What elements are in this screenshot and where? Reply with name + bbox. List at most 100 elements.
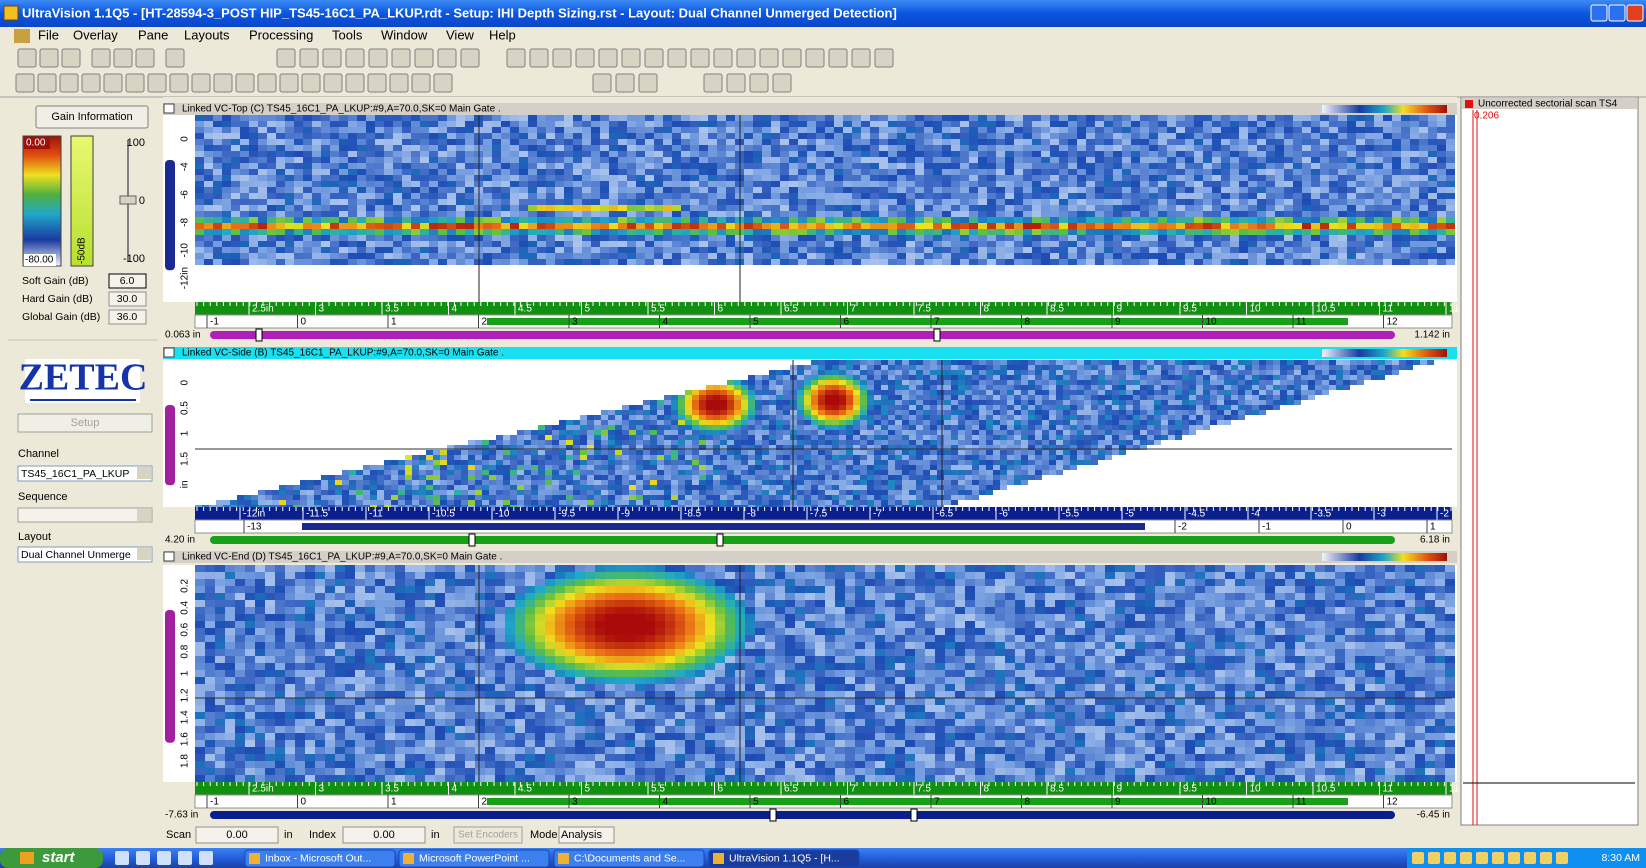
toolbar-button[interactable] <box>214 74 232 92</box>
scan-pixel <box>627 259 636 265</box>
setup-button-label[interactable]: Setup <box>71 417 100 429</box>
toolbar-button[interactable] <box>82 74 100 92</box>
scan-pixel <box>654 133 663 139</box>
scan-pixel <box>483 181 492 187</box>
toolbar-button[interactable] <box>412 74 430 92</box>
toolbar-button[interactable] <box>302 74 320 92</box>
scan-pixel <box>1023 157 1032 163</box>
toolbar-button[interactable] <box>639 74 657 92</box>
toolbar-button[interactable] <box>530 49 548 67</box>
scan-pixel <box>996 121 1005 127</box>
toolbar-button[interactable] <box>415 49 433 67</box>
toolbar-button[interactable] <box>576 49 594 67</box>
gain-info-label[interactable]: Gain Information <box>51 111 132 123</box>
gain-slider-thumb[interactable] <box>120 196 136 204</box>
toolbar-button[interactable] <box>323 49 341 67</box>
toolbar-button[interactable] <box>236 74 254 92</box>
toolbar-button[interactable] <box>390 74 408 92</box>
menu-item[interactable]: Overlay <box>73 27 118 42</box>
menu-item[interactable]: Pane <box>138 27 168 42</box>
scan-pixel <box>501 151 510 157</box>
toolbar-button[interactable] <box>783 49 801 67</box>
toolbar-button[interactable] <box>616 74 634 92</box>
menu-item[interactable]: Layouts <box>184 27 230 42</box>
menu-item[interactable]: View <box>446 27 475 42</box>
toolbar-button[interactable] <box>599 49 617 67</box>
scan-pixel <box>1266 193 1275 199</box>
toolbar-button[interactable] <box>280 74 298 92</box>
toolbar-button[interactable] <box>277 49 295 67</box>
scan-pixel <box>433 480 440 485</box>
toolbar-button[interactable] <box>750 74 768 92</box>
menu-item[interactable]: Window <box>381 27 428 42</box>
toolbar-button[interactable] <box>170 74 188 92</box>
toolbar-button[interactable] <box>104 74 122 92</box>
menu-item[interactable]: Processing <box>249 27 313 42</box>
toolbar-button[interactable] <box>166 49 184 67</box>
toolbar-button[interactable] <box>829 49 847 67</box>
toolbar-button[interactable] <box>114 49 132 67</box>
toolbar-button[interactable] <box>806 49 824 67</box>
toolbar-button[interactable] <box>192 74 210 92</box>
toolbar-button[interactable] <box>593 74 611 92</box>
toolbar-button[interactable] <box>461 49 479 67</box>
scan-pixel <box>1140 175 1149 181</box>
toolbar-button[interactable] <box>434 74 452 92</box>
toolbar-button[interactable] <box>704 74 722 92</box>
toolbar-button[interactable] <box>737 49 755 67</box>
toolbar-button[interactable] <box>773 74 791 92</box>
combo-arrow[interactable] <box>137 509 151 521</box>
toolbar-button[interactable] <box>18 49 36 67</box>
scan-pixel <box>330 223 339 229</box>
toolbar-button[interactable] <box>126 74 144 92</box>
combo-arrow[interactable] <box>137 548 151 560</box>
toolbar-button[interactable] <box>622 49 640 67</box>
scan-pixel <box>312 181 321 187</box>
toolbar-button[interactable] <box>392 49 410 67</box>
toolbar-button[interactable] <box>645 49 663 67</box>
scan-pixel <box>222 145 231 151</box>
toolbar-button[interactable] <box>369 49 387 67</box>
toolbar-button[interactable] <box>346 49 364 67</box>
sequence-combo[interactable] <box>18 508 152 522</box>
toolbar-button[interactable] <box>507 49 525 67</box>
maximize-button[interactable] <box>1609 5 1625 21</box>
scan-pixel <box>1347 217 1356 223</box>
toolbar-button[interactable] <box>148 74 166 92</box>
scan-pixel <box>664 470 671 475</box>
toolbar-button[interactable] <box>727 74 745 92</box>
menu-item[interactable]: Tools <box>332 27 363 42</box>
scan-pixel <box>580 460 587 465</box>
toolbar-button[interactable] <box>691 49 709 67</box>
toolbar-button[interactable] <box>40 49 58 67</box>
scan-pixel <box>699 405 706 410</box>
toolbar-button[interactable] <box>875 49 893 67</box>
toolbar-button[interactable] <box>16 74 34 92</box>
scan-pixel <box>897 199 906 205</box>
scan-pixel <box>741 485 748 490</box>
toolbar-button[interactable] <box>760 49 778 67</box>
scan-pixel <box>1158 247 1167 253</box>
toolbar-button[interactable] <box>92 49 110 67</box>
toolbar-button[interactable] <box>346 74 364 92</box>
toolbar-button[interactable] <box>438 49 456 67</box>
toolbar-button[interactable] <box>300 49 318 67</box>
toolbar-button[interactable] <box>852 49 870 67</box>
scan-pixel <box>663 223 672 229</box>
menu-item[interactable]: File <box>38 27 59 42</box>
toolbar-button[interactable] <box>136 49 154 67</box>
toolbar-button[interactable] <box>258 74 276 92</box>
toolbar-button[interactable] <box>62 49 80 67</box>
scan-pixel <box>713 455 720 460</box>
toolbar-button[interactable] <box>714 49 732 67</box>
toolbar-button[interactable] <box>60 74 78 92</box>
combo-arrow[interactable] <box>137 467 151 479</box>
minimize-button[interactable] <box>1591 5 1607 21</box>
close-button[interactable] <box>1627 5 1643 21</box>
toolbar-button[interactable] <box>38 74 56 92</box>
toolbar-button[interactable] <box>368 74 386 92</box>
toolbar-button[interactable] <box>668 49 686 67</box>
toolbar-button[interactable] <box>324 74 342 92</box>
toolbar-button[interactable] <box>553 49 571 67</box>
menu-item[interactable]: Help <box>489 27 516 42</box>
